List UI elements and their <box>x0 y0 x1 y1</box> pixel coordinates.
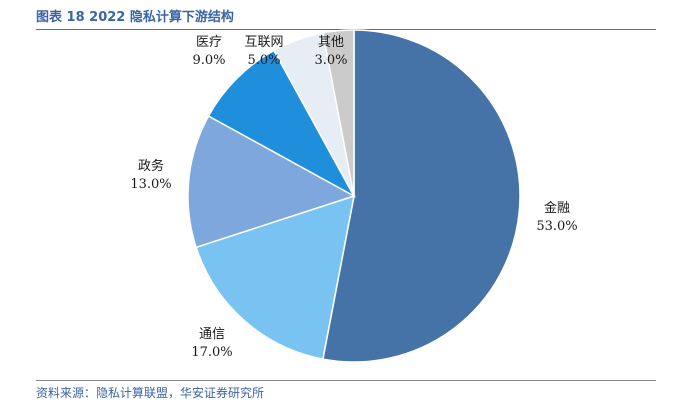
slice-value-5: 3.0% <box>314 53 348 68</box>
slice-value-3: 9.0% <box>192 53 226 68</box>
pie-slice-1 <box>195 194 355 360</box>
slice-label-4: 互联网 5.0% <box>244 34 283 70</box>
pie-slice-0 <box>322 29 521 363</box>
slice-label-5: 其他 3.0% <box>314 34 347 70</box>
source-note: 资料来源：隐私计算联盟，华安证券研究所 <box>36 386 265 400</box>
slice-value-1: 17.0% <box>191 345 233 360</box>
slice-value-4: 5.0% <box>247 53 281 68</box>
slice-label-2: 政务 13.0% <box>130 158 171 194</box>
pie-slice-5 <box>322 29 355 197</box>
pie-slice-3 <box>207 49 356 198</box>
slice-name-0: 金融 <box>543 201 570 216</box>
slice-value-2: 13.0% <box>130 177 172 192</box>
slice-name-5: 其他 <box>317 35 344 50</box>
slice-label-1: 通信 17.0% <box>191 326 232 362</box>
slice-label-0: 金融 53.0% <box>536 200 577 236</box>
bottom-divider <box>36 380 656 381</box>
slice-name-4: 互联网 <box>244 35 284 50</box>
slice-name-3: 医疗 <box>195 35 222 50</box>
pie-chart-svg <box>187 29 521 363</box>
figure-title: 图表 18 2022 隐私计算下游结构 <box>36 10 234 25</box>
figure-header: 图表 18 2022 隐私计算下游结构 <box>0 0 686 32</box>
pie-slice-2 <box>187 115 356 249</box>
slice-name-2: 政务 <box>137 159 164 174</box>
pie-chart: 金融 53.0% 通信 17.0% 政务 13.0% 医疗 9.0% 互联网 5.0% 其他 3.0% <box>0 29 686 380</box>
slice-label-3: 医疗 9.0% <box>192 34 225 70</box>
slice-value-0: 53.0% <box>536 219 578 234</box>
slice-name-1: 通信 <box>198 327 225 342</box>
